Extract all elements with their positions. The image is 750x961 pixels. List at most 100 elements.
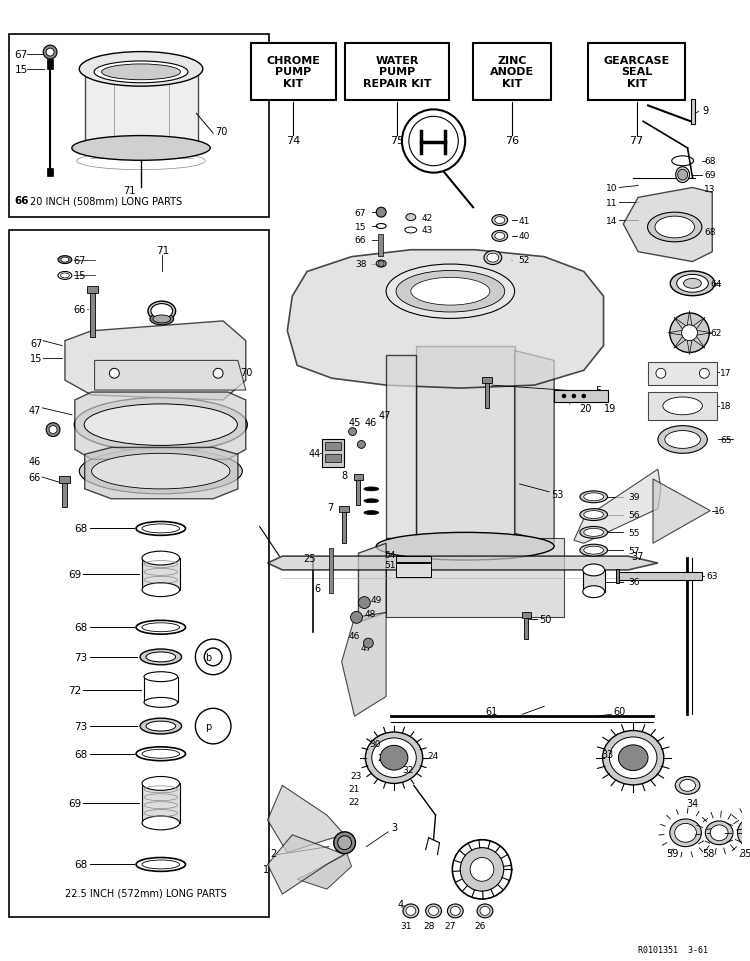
Text: 32: 32 xyxy=(402,765,413,775)
Bar xyxy=(142,558,179,590)
Bar xyxy=(356,478,361,505)
Ellipse shape xyxy=(584,529,604,537)
Polygon shape xyxy=(358,544,386,623)
Text: 66: 66 xyxy=(14,196,29,206)
Bar xyxy=(90,290,94,337)
Text: 70: 70 xyxy=(215,127,227,137)
Text: 4: 4 xyxy=(398,899,404,909)
Text: 69: 69 xyxy=(68,569,81,579)
Text: 69: 69 xyxy=(704,171,716,180)
Text: 46: 46 xyxy=(349,631,360,640)
Bar xyxy=(378,234,383,257)
Ellipse shape xyxy=(101,64,181,81)
Text: 25: 25 xyxy=(303,554,316,563)
Polygon shape xyxy=(85,70,198,149)
Bar xyxy=(473,43,551,101)
Text: 70: 70 xyxy=(240,368,252,378)
Text: ZINC
ANODE
KIT: ZINC ANODE KIT xyxy=(490,56,534,88)
Text: 15: 15 xyxy=(355,222,366,232)
Ellipse shape xyxy=(406,214,416,221)
Text: 41: 41 xyxy=(518,216,530,225)
Text: CHROME
PUMP
KIT: CHROME PUMP KIT xyxy=(266,56,320,88)
Text: 23: 23 xyxy=(350,771,362,780)
Circle shape xyxy=(402,111,465,174)
Text: WATER
PUMP
REPAIR KIT: WATER PUMP REPAIR KIT xyxy=(363,56,431,88)
Text: 13: 13 xyxy=(704,185,716,194)
Text: 67: 67 xyxy=(30,338,43,348)
Ellipse shape xyxy=(80,53,203,87)
Ellipse shape xyxy=(487,254,499,262)
Text: 48: 48 xyxy=(364,609,376,618)
Bar xyxy=(47,60,53,70)
Bar xyxy=(485,381,489,408)
Polygon shape xyxy=(574,470,661,544)
Bar xyxy=(583,570,604,592)
Text: 72: 72 xyxy=(68,685,81,695)
Text: 57: 57 xyxy=(628,546,640,555)
Ellipse shape xyxy=(153,315,171,324)
Polygon shape xyxy=(623,188,712,262)
Text: 38: 38 xyxy=(355,259,366,269)
Ellipse shape xyxy=(737,817,750,849)
Text: 15: 15 xyxy=(14,64,28,75)
Polygon shape xyxy=(268,556,658,570)
Ellipse shape xyxy=(580,545,608,556)
Polygon shape xyxy=(75,393,246,459)
Text: 22.5 INCH (572mm) LONG PARTS: 22.5 INCH (572mm) LONG PARTS xyxy=(65,887,226,898)
Text: 35: 35 xyxy=(740,848,750,858)
Circle shape xyxy=(470,857,494,881)
Ellipse shape xyxy=(658,426,707,454)
Text: 37: 37 xyxy=(632,552,644,561)
Circle shape xyxy=(358,441,365,449)
Text: 15: 15 xyxy=(30,354,43,364)
Text: 18: 18 xyxy=(720,402,732,411)
Ellipse shape xyxy=(364,511,379,515)
Bar xyxy=(87,287,98,294)
Bar xyxy=(616,569,620,583)
Bar xyxy=(328,549,333,593)
Ellipse shape xyxy=(144,698,178,707)
Ellipse shape xyxy=(584,547,604,554)
Circle shape xyxy=(350,612,362,624)
Circle shape xyxy=(196,708,231,744)
Text: 27: 27 xyxy=(445,922,456,930)
Polygon shape xyxy=(65,322,246,401)
Ellipse shape xyxy=(602,730,664,785)
Text: 24: 24 xyxy=(427,752,439,760)
Bar xyxy=(342,509,346,544)
Ellipse shape xyxy=(372,738,416,777)
Ellipse shape xyxy=(710,825,728,841)
Ellipse shape xyxy=(484,252,502,265)
Ellipse shape xyxy=(678,170,688,181)
Ellipse shape xyxy=(364,487,379,491)
Text: 20: 20 xyxy=(579,404,591,413)
Polygon shape xyxy=(416,346,514,558)
Ellipse shape xyxy=(675,776,700,795)
Bar xyxy=(325,455,340,463)
Ellipse shape xyxy=(480,906,490,916)
Circle shape xyxy=(364,638,374,649)
Circle shape xyxy=(358,597,370,609)
Ellipse shape xyxy=(583,564,604,577)
Bar xyxy=(8,36,268,218)
Ellipse shape xyxy=(495,234,505,240)
Bar xyxy=(691,99,695,125)
Text: 73: 73 xyxy=(74,653,87,662)
Polygon shape xyxy=(297,852,352,889)
Bar xyxy=(589,43,685,101)
Ellipse shape xyxy=(376,532,554,560)
Bar xyxy=(524,616,529,639)
Text: 10: 10 xyxy=(605,184,617,193)
Ellipse shape xyxy=(144,672,178,682)
Ellipse shape xyxy=(364,500,379,504)
Polygon shape xyxy=(514,351,554,544)
Ellipse shape xyxy=(142,816,179,830)
Ellipse shape xyxy=(61,258,69,262)
Ellipse shape xyxy=(675,824,697,843)
Text: 71: 71 xyxy=(123,186,135,196)
Text: 67: 67 xyxy=(14,50,28,60)
Ellipse shape xyxy=(583,586,604,598)
Polygon shape xyxy=(268,835,344,894)
Polygon shape xyxy=(653,480,710,544)
Polygon shape xyxy=(342,613,386,717)
